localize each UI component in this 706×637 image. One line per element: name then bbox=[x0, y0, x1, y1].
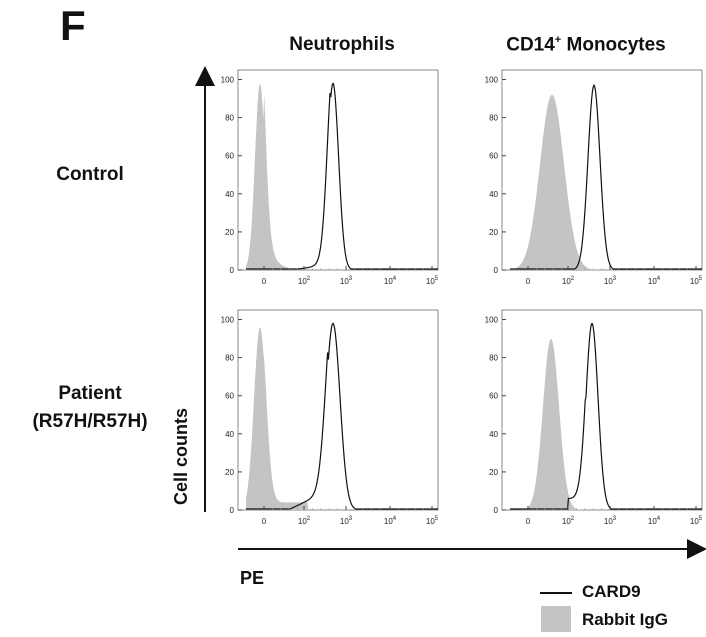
histogram-panel-4: 0 20 40 60 80 100 0 102 103 104 105 bbox=[485, 309, 703, 526]
x-tick-label: 102 bbox=[298, 516, 311, 526]
igg-histogram bbox=[246, 327, 438, 510]
panel-frame bbox=[501, 309, 703, 511]
x-tick-label: 103 bbox=[604, 516, 617, 526]
y-tick-label: 0 bbox=[230, 266, 235, 275]
y-tick-label: 40 bbox=[489, 430, 498, 439]
x-tick-label: 105 bbox=[690, 516, 703, 526]
y-tick-label: 80 bbox=[225, 114, 234, 123]
col2-sup: + bbox=[554, 34, 562, 46]
row-label-control: Control bbox=[56, 164, 124, 185]
y-tick-label: 80 bbox=[489, 354, 498, 363]
y-tick-label: 80 bbox=[225, 354, 234, 363]
legend-igg-swatch bbox=[541, 606, 571, 632]
histogram-panel-2: 0 20 40 60 80 100 0 102 103 104 105 bbox=[485, 69, 703, 286]
panel-letter: F bbox=[60, 2, 86, 49]
col2-main: CD14 bbox=[506, 34, 555, 56]
card9-histogram bbox=[246, 322, 438, 510]
y-tick-label: 60 bbox=[225, 392, 234, 401]
x-tick-label: 104 bbox=[384, 276, 397, 286]
x-tick-label: 102 bbox=[298, 276, 311, 286]
igg-histogram bbox=[246, 83, 438, 271]
card9-histogram bbox=[246, 82, 438, 270]
x-tick-label: 105 bbox=[426, 516, 439, 526]
igg-histogram bbox=[510, 94, 702, 270]
column-title-monocytes: CD14+ Monocytes bbox=[466, 34, 706, 56]
histogram-panel-1: 0 20 40 60 80 100 0 102 103 104 105 bbox=[221, 69, 439, 286]
igg-histogram bbox=[510, 338, 702, 510]
x-tick-label: 104 bbox=[648, 516, 661, 526]
y-tick-label: 20 bbox=[489, 468, 498, 477]
y-tick-label: 60 bbox=[489, 392, 498, 401]
y-tick-label: 60 bbox=[489, 152, 498, 161]
x-tick-label: 103 bbox=[340, 276, 353, 286]
x-tick-label: 105 bbox=[426, 276, 439, 286]
y-tick-label: 0 bbox=[230, 506, 235, 515]
y-tick-label: 60 bbox=[225, 152, 234, 161]
histogram-panel-3: 0 20 40 60 80 100 0 102 103 104 105 bbox=[221, 309, 439, 526]
row-label-patient-line2: (R57H/R57H) bbox=[32, 411, 148, 432]
x-tick-label: 104 bbox=[648, 276, 661, 286]
x-tick-label: 102 bbox=[562, 276, 575, 286]
y-tick-label: 20 bbox=[489, 228, 498, 237]
x-tick-label: 105 bbox=[690, 276, 703, 286]
legend-card9-label: CARD9 bbox=[582, 582, 641, 601]
legend-igg-label: Rabbit IgG bbox=[582, 610, 668, 629]
card9-histogram bbox=[510, 323, 702, 510]
x-axis-label: PE bbox=[240, 568, 265, 588]
y-tick-label: 40 bbox=[489, 190, 498, 199]
column-title-neutrophils: Neutrophils bbox=[289, 34, 395, 55]
x-tick-label: 103 bbox=[340, 516, 353, 526]
y-tick-label: 20 bbox=[225, 468, 234, 477]
x-tick-label: 0 bbox=[262, 277, 267, 286]
x-tick-label: 103 bbox=[604, 276, 617, 286]
y-tick-label: 0 bbox=[494, 506, 499, 515]
y-tick-label: 40 bbox=[225, 430, 234, 439]
row-label-patient: Patient (R57H/R57H) bbox=[0, 380, 180, 436]
x-tick-label: 0 bbox=[526, 277, 531, 286]
card9-histogram bbox=[510, 83, 702, 270]
y-tick-label: 0 bbox=[494, 266, 499, 275]
y-tick-label: 100 bbox=[221, 76, 235, 85]
y-tick-label: 20 bbox=[225, 228, 234, 237]
y-tick-label: 40 bbox=[225, 190, 234, 199]
x-tick-label: 0 bbox=[526, 517, 531, 526]
x-tick-label: 104 bbox=[384, 516, 397, 526]
y-tick-label: 80 bbox=[489, 114, 498, 123]
x-tick-label: 102 bbox=[562, 516, 575, 526]
col2-rest: Monocytes bbox=[561, 34, 666, 56]
y-tick-label: 100 bbox=[485, 76, 499, 85]
y-tick-label: 100 bbox=[221, 316, 235, 325]
x-tick-label: 0 bbox=[262, 517, 267, 526]
y-tick-label: 100 bbox=[485, 316, 499, 325]
row-label-patient-line1: Patient bbox=[58, 383, 122, 404]
